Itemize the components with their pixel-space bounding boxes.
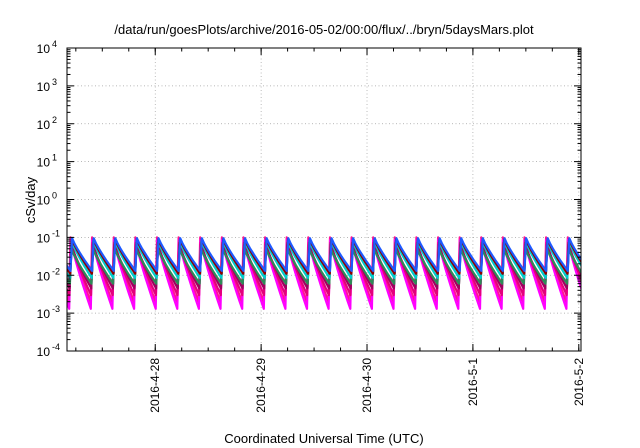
x-tick-label: 2016-4-29 <box>254 358 268 413</box>
series-line <box>67 238 581 310</box>
x-tick-label: 2016-5-1 <box>466 358 480 406</box>
y-tick-label: 10 3 <box>37 77 57 94</box>
y-tick-label: 10 -4 <box>37 342 60 359</box>
series-group <box>67 236 581 310</box>
y-tick-label: 10 2 <box>37 115 57 132</box>
x-tick-label: 2016-4-30 <box>360 358 374 413</box>
x-axis-ticks: 2016-4-28 2016-4-29 2016-4-30 2016-5-1 2016-… <box>75 48 586 413</box>
y-tick-label: 10 -1 <box>37 228 60 245</box>
y-tick-label: 10 -2 <box>37 266 60 283</box>
x-axis-label: Coordinated Universal Time (UTC) <box>224 431 423 446</box>
series-line <box>67 237 581 272</box>
y-tick-label: 10 0 <box>37 191 57 208</box>
y-tick-label: 10 4 <box>37 39 57 56</box>
grid <box>67 48 581 351</box>
y-tick-label: 10 -3 <box>37 304 60 321</box>
chart-title: /data/run/goesPlots/archive/2016-05-02/0… <box>114 22 534 37</box>
series-line <box>67 247 581 285</box>
series-line <box>67 238 581 275</box>
y-tick-label: 10 1 <box>37 153 57 170</box>
x-tick-label: 2016-5-2 <box>572 358 586 406</box>
series-line <box>67 241 581 297</box>
y-axis-label: cSv/day <box>23 176 38 223</box>
series-line <box>67 239 581 279</box>
x-tick-label: 2016-4-28 <box>148 358 162 413</box>
